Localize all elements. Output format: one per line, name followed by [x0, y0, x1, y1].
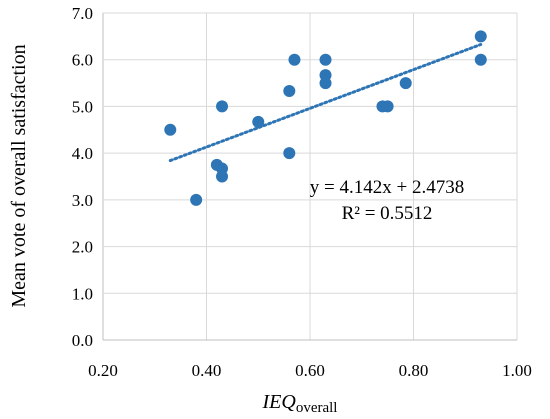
- y-tick-label: 3.0: [72, 191, 93, 210]
- x-axis-title-main: IEQ: [262, 391, 297, 413]
- data-point: [381, 100, 394, 113]
- x-tick-label: 0.40: [192, 361, 222, 380]
- x-axis-title: IEQoverall: [262, 391, 338, 416]
- y-tick-label: 2.0: [72, 238, 93, 257]
- data-point: [283, 85, 296, 98]
- x-tick-label: 0.20: [88, 361, 118, 380]
- y-tick-label: 6.0: [72, 51, 93, 70]
- trendline: [168, 42, 483, 163]
- x-tick-label: 1.00: [502, 361, 532, 380]
- data-point: [474, 30, 487, 43]
- data-point: [216, 100, 229, 113]
- tick-labels: 0.20 0.40 0.60 0.80 1.00 0.0 1.0 2.0 3.0 4.0 5.0 6.…: [72, 4, 532, 380]
- y-tick-label: 1.0: [72, 284, 93, 303]
- y-tick-label: 5.0: [72, 97, 93, 116]
- y-axis-title: Mean vote of overall satisfaction: [8, 44, 30, 307]
- data-points: [164, 30, 487, 206]
- data-point: [288, 53, 301, 66]
- data-point: [474, 53, 487, 66]
- y-tick-label: 4.0: [72, 144, 93, 163]
- r-squared-label: R² = 0.5512: [342, 203, 433, 224]
- x-tick-label: 0.60: [295, 361, 325, 380]
- x-tick-label: 0.80: [399, 361, 429, 380]
- y-tick-label: 7.0: [72, 4, 93, 23]
- grid-lines: [102, 12, 518, 341]
- y-tick-label: 0.0: [72, 331, 93, 350]
- x-axis-title-sub: overall: [296, 400, 338, 416]
- data-point: [216, 170, 229, 183]
- data-point: [399, 77, 412, 90]
- data-point: [190, 193, 203, 206]
- data-point: [164, 123, 177, 136]
- data-point: [252, 115, 265, 128]
- data-point: [319, 77, 332, 90]
- trendline-equation: y = 4.142x + 2.4738: [310, 177, 464, 198]
- data-point: [319, 53, 332, 66]
- data-point: [283, 147, 296, 160]
